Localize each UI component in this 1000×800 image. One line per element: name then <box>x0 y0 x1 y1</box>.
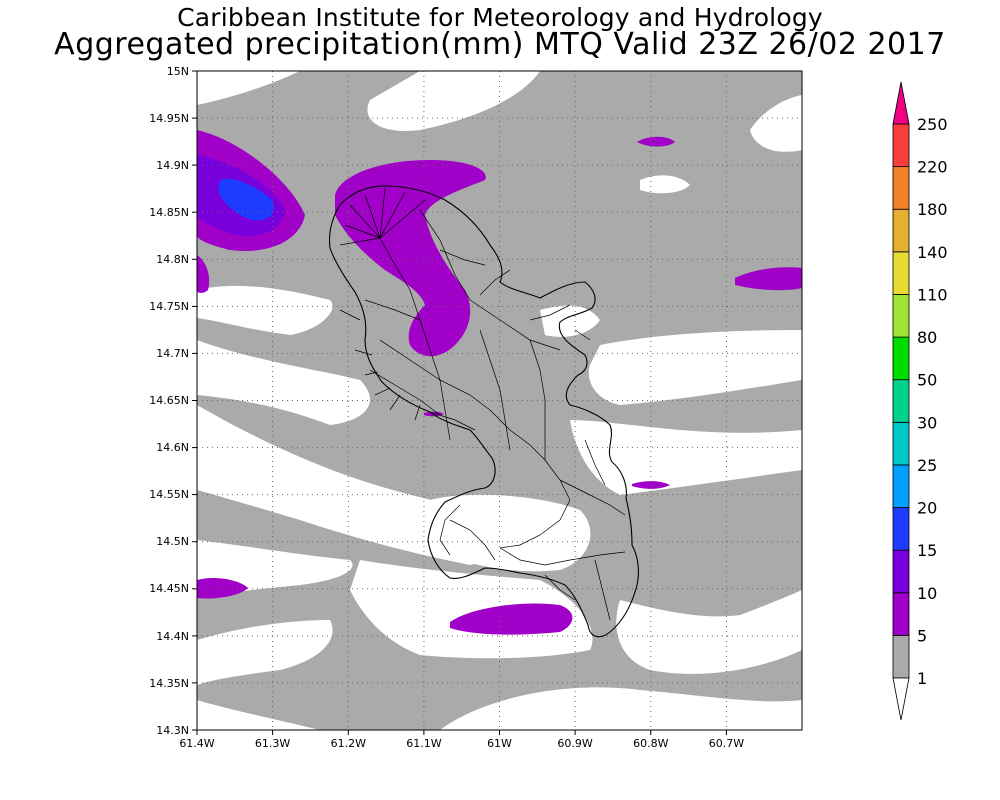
lat-tick-label: 14.9N <box>156 159 189 172</box>
martinique-coastline <box>328 185 639 638</box>
lon-tick-label: 61.1W <box>406 737 441 750</box>
longitude-labels: 61.4W 61.3W 61.2W 61.1W 61W 60.9W 60.8W … <box>179 737 744 750</box>
legend-swatch <box>892 507 910 551</box>
legend-label: 140 <box>917 243 948 262</box>
legend-label: 110 <box>917 285 948 304</box>
legend-label: 80 <box>917 328 937 347</box>
tick-marks <box>192 70 727 735</box>
legend-label: 15 <box>917 541 937 560</box>
legend-swatch <box>892 379 910 423</box>
legend-label: 25 <box>917 456 937 475</box>
lat-tick-label: 14.7N <box>156 347 189 360</box>
legend-swatch <box>892 421 910 466</box>
lat-tick-label: 14.5N <box>156 535 189 548</box>
legend-label: 5 <box>917 626 927 645</box>
legend-swatch <box>892 464 910 508</box>
legend-swatch <box>892 592 910 636</box>
precipitation-field <box>197 71 802 730</box>
lat-tick-label: 14.65N <box>149 394 189 407</box>
rain-15-20mm-area <box>218 178 274 221</box>
latitude-labels: 15N 14.95N 14.9N 14.85N 14.8N 14.75N 14.… <box>149 65 189 737</box>
legend-label: 1 <box>917 669 927 688</box>
legend-label: 250 <box>917 115 948 134</box>
legend-label: 220 <box>917 158 948 177</box>
lon-tick-label: 61.3W <box>255 737 290 750</box>
legend-swatch <box>892 336 910 381</box>
graticule <box>197 71 802 730</box>
legend-swatch <box>892 634 910 679</box>
legend-label: 20 <box>917 499 937 518</box>
lon-tick-label: 61W <box>487 737 512 750</box>
title-line-1: Caribbean Institute for Meteorology and … <box>177 3 823 32</box>
legend-label: 180 <box>917 200 948 219</box>
interior-boundaries <box>339 187 626 621</box>
lat-tick-label: 15N <box>167 65 189 78</box>
legend-label: 50 <box>917 371 937 390</box>
lon-tick-label: 61.4W <box>179 737 214 750</box>
legend-label: 10 <box>917 584 937 603</box>
legend-high-arrow <box>892 81 910 125</box>
lon-tick-label: 60.7W <box>709 737 744 750</box>
lat-tick-label: 14.95N <box>149 112 189 125</box>
legend-swatch <box>892 294 910 338</box>
lat-tick-label: 14.8N <box>156 253 189 266</box>
lat-tick-label: 14.45N <box>149 582 189 595</box>
lat-tick-label: 14.6N <box>156 441 189 454</box>
no-rain-areas <box>197 71 802 730</box>
lat-tick-label: 14.75N <box>149 300 189 313</box>
legend-swatch <box>892 251 910 295</box>
legend-swatch <box>892 123 910 168</box>
legend-swatch <box>892 549 910 594</box>
legend-swatch <box>892 208 910 253</box>
legend-label: 30 <box>917 413 937 432</box>
lon-tick-label: 61.2W <box>331 737 366 750</box>
lon-tick-label: 60.8W <box>633 737 668 750</box>
lat-tick-label: 14.3N <box>156 724 189 737</box>
lat-tick-label: 14.55N <box>149 488 189 501</box>
title-line-2: Aggregated precipitation(mm) MTQ Valid 2… <box>54 27 946 62</box>
legend-low-arrow <box>892 677 910 721</box>
lat-tick-label: 14.35N <box>149 677 189 690</box>
legend-swatch <box>892 166 910 210</box>
lon-tick-label: 60.9W <box>557 737 592 750</box>
lat-tick-label: 14.4N <box>156 630 189 643</box>
lat-tick-label: 14.85N <box>149 206 189 219</box>
